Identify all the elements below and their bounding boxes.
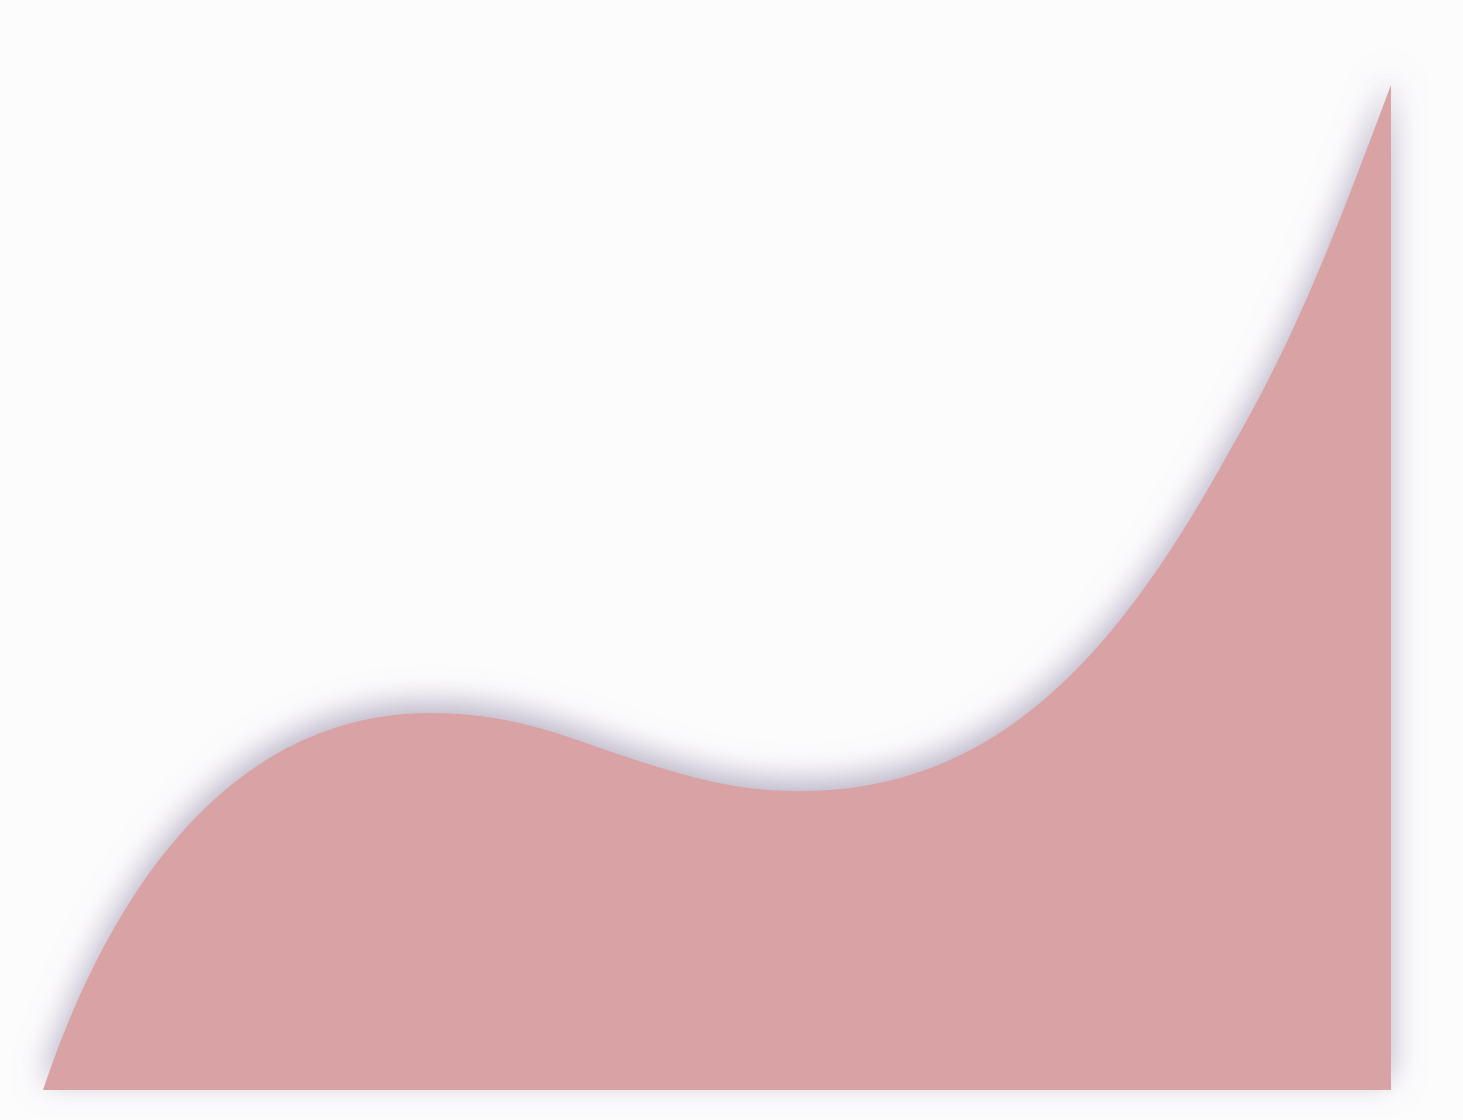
wave-area-shape [43,85,1391,1090]
